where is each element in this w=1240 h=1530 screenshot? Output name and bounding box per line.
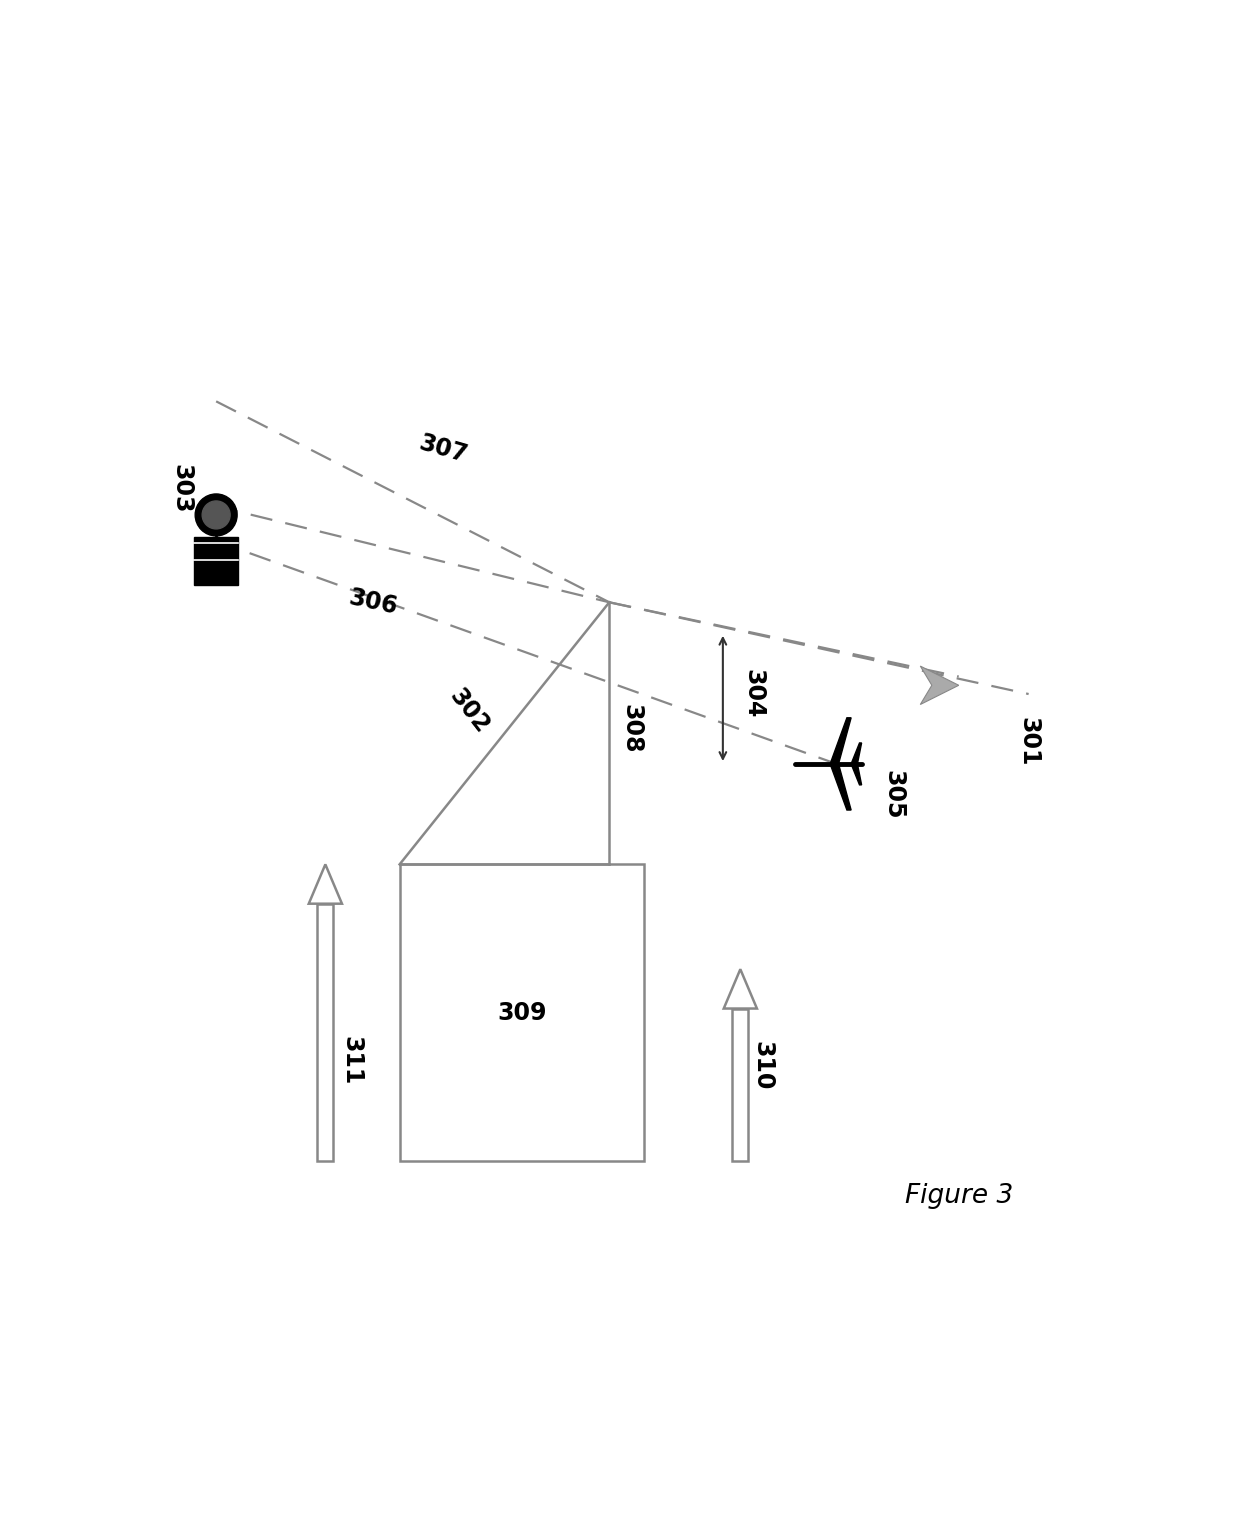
Polygon shape — [830, 718, 851, 763]
Text: 302: 302 — [445, 684, 495, 739]
Polygon shape — [920, 666, 959, 704]
Polygon shape — [830, 763, 851, 809]
Polygon shape — [851, 744, 862, 763]
Circle shape — [195, 494, 237, 536]
Text: 310: 310 — [750, 1040, 774, 1089]
Text: 307: 307 — [417, 431, 470, 468]
Bar — [733, 1008, 748, 1161]
Text: 311: 311 — [340, 1036, 363, 1086]
Bar — [195, 537, 238, 584]
Text: 306: 306 — [347, 586, 401, 620]
Circle shape — [202, 500, 231, 529]
Text: Figure 3: Figure 3 — [905, 1183, 1013, 1209]
Bar — [399, 864, 645, 1161]
Bar — [317, 904, 334, 1161]
Polygon shape — [851, 763, 862, 785]
Text: 301: 301 — [1017, 718, 1040, 767]
Text: 304: 304 — [742, 669, 765, 719]
Polygon shape — [724, 968, 756, 1008]
Text: 305: 305 — [882, 770, 905, 819]
Polygon shape — [309, 864, 342, 904]
Text: 303: 303 — [169, 464, 193, 514]
Text: 308: 308 — [619, 704, 644, 754]
Text: 309: 309 — [497, 1001, 547, 1025]
